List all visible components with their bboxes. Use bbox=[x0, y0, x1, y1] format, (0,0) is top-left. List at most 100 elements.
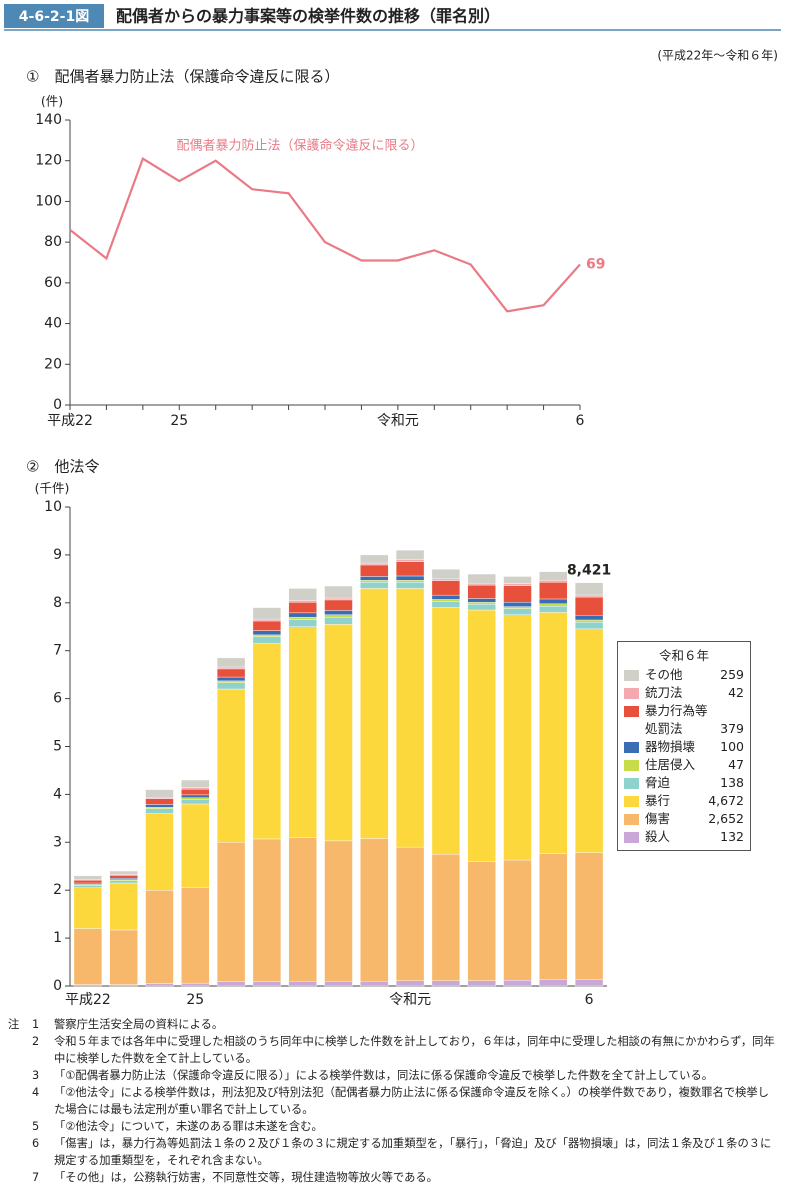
legend-name: 暴行 bbox=[645, 793, 671, 808]
note: 2 令和５年までは各年中に受理した相談のうち同年中に検挙した件数を計上しており，６… bbox=[8, 1033, 778, 1067]
bar-segment bbox=[252, 643, 282, 840]
bar-segment bbox=[181, 798, 210, 805]
note-number: 1 bbox=[32, 1018, 40, 1031]
line-series bbox=[69, 157, 581, 313]
bar-segment bbox=[324, 840, 353, 982]
bar-segment bbox=[252, 838, 282, 982]
bar-segment bbox=[73, 882, 103, 885]
bar-segment bbox=[216, 666, 246, 670]
note-text: 「②他法令」による検挙件数は，刑法犯及び特別法犯（配偶者暴力防止法に係る保護命令… bbox=[54, 1086, 769, 1116]
bar-segment bbox=[109, 929, 138, 985]
note: 注 1 警察庁生活安全局の資料による。 bbox=[8, 1016, 778, 1033]
bar-segment bbox=[395, 582, 425, 589]
legend-item: 殺人 132 bbox=[624, 828, 744, 846]
bar-segment bbox=[252, 607, 282, 620]
note: 3 「①配偶者暴力防止法（保護命令違反に限る）」による検挙件数は，同法に係る保護命… bbox=[8, 1067, 778, 1084]
bar-segment bbox=[324, 614, 353, 618]
note-text: 「①配偶者暴力防止法（保護命令違反に限る）」による検挙件数は，同法に係る保護命令… bbox=[54, 1069, 714, 1082]
note-number: 5 bbox=[32, 1120, 40, 1133]
bar-segment bbox=[467, 602, 496, 605]
y-tick-label: 3 bbox=[53, 834, 62, 850]
y-tick-label: 0 bbox=[53, 978, 62, 994]
bar-segment bbox=[145, 813, 174, 891]
bar-segment bbox=[181, 788, 210, 796]
legend-name: 暴力行為等 処罰法 bbox=[645, 703, 708, 736]
bar-segment bbox=[395, 575, 425, 581]
note-indent bbox=[8, 1067, 32, 1084]
bar-segment bbox=[431, 569, 461, 580]
subtitle: (平成22年～令和６年) bbox=[657, 48, 778, 63]
bar-segment bbox=[574, 979, 604, 987]
note: 4 「②他法令」による検挙件数は，刑法犯及び特別法犯（配偶者暴力防止法に係る保護命… bbox=[8, 1084, 778, 1118]
legend-value: 2,652 bbox=[708, 811, 744, 826]
legend-value: 4,672 bbox=[708, 793, 744, 808]
bar-segment bbox=[360, 580, 389, 583]
y-tick-label: 120 bbox=[35, 153, 62, 169]
legend-value: 47 bbox=[728, 757, 744, 772]
legend-item: 銃刀法 42 bbox=[624, 684, 744, 702]
data-label: 69 bbox=[586, 257, 605, 273]
bar-segment bbox=[288, 616, 317, 620]
y-tick-label: 8 bbox=[53, 595, 62, 611]
figure-label: 4-6-2-1図 bbox=[19, 9, 89, 25]
chart-title: ① 配偶者暴力防止法（保護命令違反に限る） bbox=[26, 68, 339, 86]
legend-item: 脅迫 138 bbox=[624, 774, 744, 792]
note-text: 令和５年までは各年中に受理した相談のうち同年中に検挙した件数を計上しており，６年… bbox=[54, 1035, 775, 1065]
bar-segment bbox=[109, 880, 138, 884]
note-number: 6 bbox=[32, 1137, 40, 1150]
note: 7 「その他」は，公務執行妨害，不同意性交等，現住建造物等放火等である。 bbox=[8, 1169, 778, 1186]
bar-segment bbox=[360, 576, 389, 581]
legend-name: 銃刀法 bbox=[645, 685, 683, 700]
bar-segment bbox=[73, 879, 103, 884]
bar-segment bbox=[288, 600, 317, 603]
note-number: 7 bbox=[32, 1171, 40, 1184]
bar-segment bbox=[574, 596, 604, 616]
bar-segment bbox=[503, 614, 532, 861]
legend-name: 住居侵入 bbox=[645, 757, 696, 772]
bar-segment bbox=[288, 602, 317, 614]
legend-value: 100 bbox=[720, 739, 744, 754]
bar-segment bbox=[574, 619, 604, 623]
total-label: 8,421 bbox=[567, 563, 611, 579]
bar-segment bbox=[467, 582, 496, 586]
y-tick-label: 0 bbox=[53, 397, 62, 413]
note-text: 「その他」は，公務執行妨害，不同意性交等，現住建造物等放火等である。 bbox=[54, 1171, 438, 1184]
legend-item: 器物損壊 100 bbox=[624, 738, 744, 756]
bar-segment bbox=[360, 554, 389, 564]
bar-segment bbox=[252, 981, 282, 987]
bar-segment bbox=[395, 588, 425, 848]
bar-segment bbox=[360, 582, 389, 589]
bar-segment bbox=[73, 885, 103, 889]
note-number: 4 bbox=[32, 1086, 40, 1099]
bar-segment bbox=[73, 928, 103, 985]
y-tick-label: 4 bbox=[53, 786, 62, 802]
bar-segment bbox=[503, 585, 532, 603]
bar-segment bbox=[216, 842, 246, 982]
figure-label-box bbox=[4, 4, 104, 28]
bar-segment bbox=[539, 612, 568, 854]
legend-name: 傷害 bbox=[645, 811, 671, 826]
bar-segment bbox=[503, 576, 532, 584]
bar-segment bbox=[360, 981, 389, 987]
bar-segment bbox=[73, 887, 103, 929]
notes: 注 1 警察庁生活安全局の資料による。 2 令和５年までは各年中に受理した相談のうち同年… bbox=[8, 1016, 778, 1186]
x-tick-label: 6 bbox=[576, 413, 585, 429]
note-text: 「②他法令」について，未遂のある罪は未遂を含む。 bbox=[54, 1120, 323, 1133]
bar-segment bbox=[360, 564, 389, 577]
legend-swatch bbox=[624, 688, 639, 699]
bar-segment bbox=[324, 610, 353, 615]
note-number: 2 bbox=[32, 1035, 40, 1048]
bar-segment bbox=[324, 981, 353, 987]
y-tick-label: 60 bbox=[44, 275, 62, 291]
bar-segment bbox=[216, 657, 246, 668]
bar-segment bbox=[181, 982, 210, 987]
note-text: 警察庁生活安全局の資料による。 bbox=[54, 1018, 224, 1031]
legend-swatch bbox=[624, 670, 639, 681]
note-indent bbox=[8, 1169, 32, 1186]
bar-segment bbox=[360, 838, 389, 982]
bar-segment bbox=[109, 878, 138, 880]
note-label: 注 bbox=[8, 1018, 20, 1031]
bar-segment bbox=[503, 583, 532, 586]
note: 5 「②他法令」について，未遂のある罪は未遂を含む。 bbox=[8, 1118, 778, 1135]
